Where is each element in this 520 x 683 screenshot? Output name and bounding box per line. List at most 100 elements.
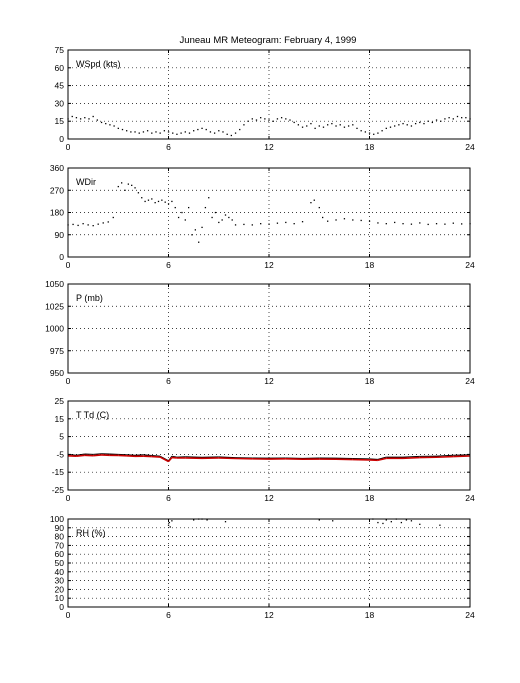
data-point [131,184,133,187]
series-segment [377,457,387,462]
data-point [174,206,176,209]
x-tick-label: 18 [365,260,375,270]
data-point [243,223,245,226]
data-point [339,124,341,126]
y-tick-label: -5 [56,449,64,459]
data-point [373,133,375,135]
y-tick-label: 1050 [45,279,64,289]
series-segment [402,455,420,458]
data-point [318,519,320,521]
data-point [318,206,320,209]
data-point [285,118,287,120]
data-point [201,127,203,130]
data-point [171,200,173,203]
data-point [213,132,216,134]
x-tick-label: 12 [264,493,274,503]
data-point [214,211,217,214]
data-point [276,222,279,224]
series-segment [126,455,136,458]
data-point [171,520,173,522]
data-point [193,130,195,132]
data-point [352,219,354,221]
data-point [218,221,220,224]
x-tick-label: 24 [465,260,475,270]
data-point [423,122,425,125]
data-point [117,127,119,130]
series-segment [436,455,454,459]
x-tick-label: 0 [66,376,71,386]
data-point [126,130,128,132]
data-point [347,125,350,127]
data-point [84,117,86,119]
data-point [204,206,207,209]
x-tick-label: 12 [264,610,274,620]
data-point [452,222,454,224]
data-point [398,124,400,126]
data-point [172,132,174,134]
x-tick-label: 24 [465,493,475,503]
data-point [113,125,115,127]
data-point [197,128,199,131]
data-point [255,119,258,121]
data-point [394,125,396,127]
data-point [301,221,304,223]
data-point [117,185,119,188]
data-point [127,183,129,185]
data-point [188,206,190,209]
series-segment [171,455,177,458]
data-point [368,132,371,134]
data-point [293,223,295,225]
data-point [222,131,224,133]
series-segment [436,454,454,457]
data-point [335,219,337,221]
data-point [343,126,346,128]
data-point [169,526,171,528]
y-tick-label: 90 [55,230,65,240]
data-point [331,122,333,125]
data-point [406,124,408,126]
panel-2: 0 6 12 18 24 0 90 180 270 360 WDir [50,163,475,270]
data-point [410,125,413,127]
data-point [87,224,89,226]
data-point [177,216,180,219]
series-segment [134,454,144,456]
data-point [377,132,379,134]
y-tick-label: 70 [55,540,65,550]
x-tick-label: 24 [465,376,475,386]
data-point [191,234,193,236]
y-tick-label: 75 [55,45,65,55]
y-tick-label: 360 [50,163,64,173]
data-point [205,128,207,131]
data-point [385,127,387,130]
data-point [382,522,384,525]
data-point [147,199,150,201]
series-segment [93,454,102,457]
data-point [301,126,304,128]
data-point [385,223,387,225]
data-point [402,223,404,225]
x-tick-label: 0 [66,610,71,620]
x-tick-label: 6 [166,142,171,152]
data-point [251,118,253,120]
data-point [360,130,362,132]
data-point [264,118,266,120]
data-point [335,125,337,127]
data-point [251,224,253,226]
data-point [107,221,109,223]
data-point [193,519,195,521]
y-tick-label: 30 [55,98,65,108]
x-tick-label: 0 [66,260,71,270]
series-segment [185,456,203,458]
y-tick-label: 60 [55,549,65,559]
data-point [306,125,308,127]
x-tick-label: 12 [264,142,274,152]
data-point [121,128,124,131]
data-point [414,122,417,125]
data-point [146,130,149,132]
data-point [105,122,107,125]
data-point [390,521,392,523]
y-tick-label: 100 [50,514,64,524]
data-point [444,118,446,120]
data-point [394,221,396,224]
